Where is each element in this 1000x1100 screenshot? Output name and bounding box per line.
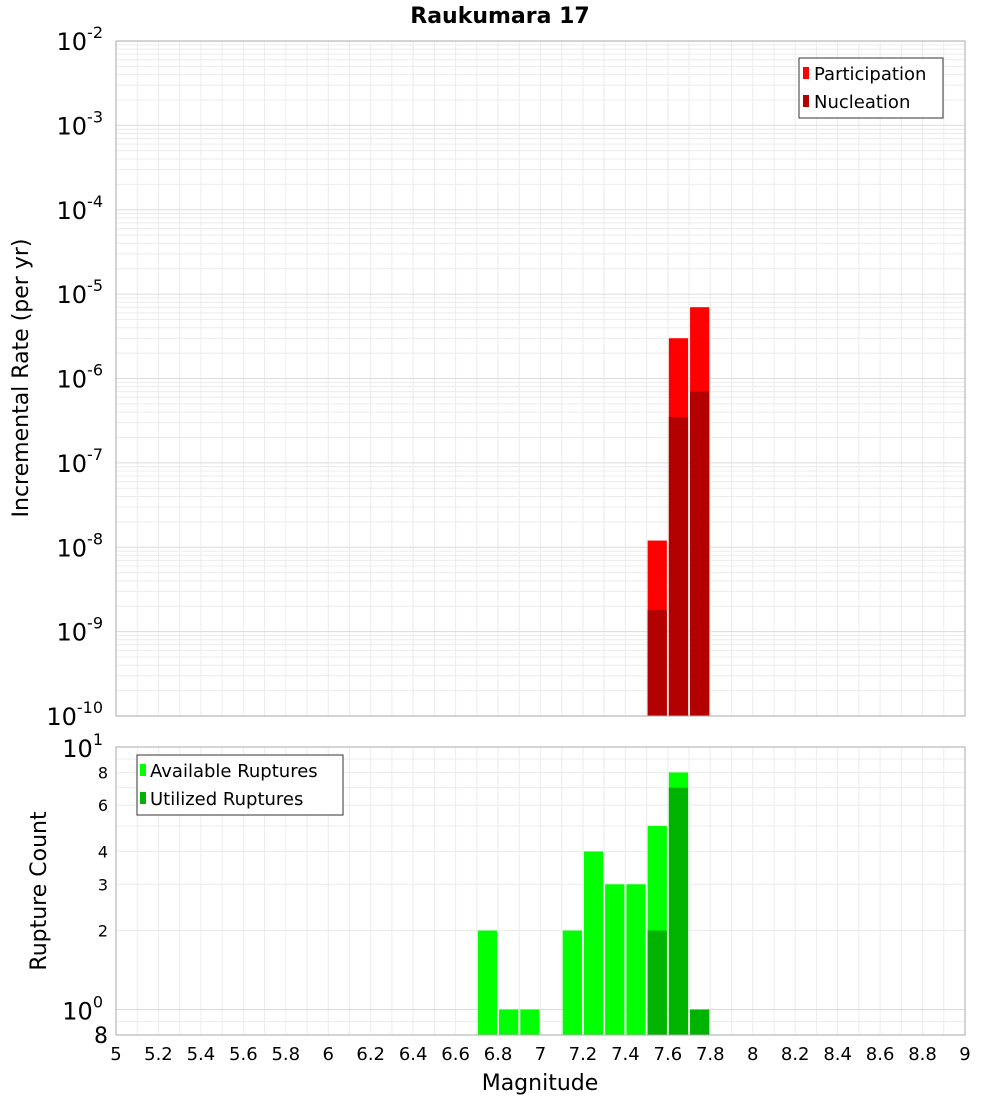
legend-utilized-label: Utilized Ruptures	[150, 789, 303, 810]
rate-y-tick-label: 10-3	[57, 107, 104, 140]
magnitude-x-tick-label: 6.6	[441, 1044, 470, 1065]
magnitude-x-tick-label: 9	[959, 1044, 970, 1065]
rate-legend: Participation Nucleation	[798, 57, 944, 119]
legend-available-label: Available Ruptures	[150, 761, 318, 782]
magnitude-x-axis-label: Magnitude	[482, 1071, 599, 1096]
rate-y-tick-label: 10-2	[57, 23, 104, 56]
count-bars	[477, 772, 710, 1035]
rate-y-ticks: 10-2 10-3 10-4 10-5 10-6 10-7 10-8 10-9 10-10	[46, 23, 103, 731]
magnitude-x-tick-label: 6.4	[399, 1044, 428, 1065]
available-ruptures-bar	[499, 1009, 519, 1035]
rate-y-tick-label: 10-10	[46, 698, 103, 731]
count-y-bottom-label: 8	[94, 1024, 108, 1049]
rate-y-axis-label: Incremental Rate (per yr)	[9, 239, 34, 518]
nucleation-bar	[690, 391, 710, 716]
magnitude-x-tick-label: 5.2	[144, 1044, 173, 1065]
rate-y-tick-label: 10-4	[57, 192, 104, 225]
magnitude-x-tick-label: 8.8	[908, 1044, 937, 1065]
magnitude-x-tick-label: 7	[535, 1044, 546, 1065]
magnitude-x-tick-label: 8	[747, 1044, 758, 1065]
rate-y-tick-label: 10-6	[57, 361, 104, 394]
magnitude-x-tick-label: 7.6	[654, 1044, 683, 1065]
magnitude-x-tick-label: 5.4	[187, 1044, 216, 1065]
available-ruptures-bar	[626, 884, 646, 1035]
available-ruptures-bar	[477, 930, 498, 1035]
magnitude-x-tick-label: 5	[110, 1044, 121, 1065]
rate-y-tick-label: 10-9	[57, 614, 104, 647]
count-y-decade-label: 100	[62, 993, 103, 1026]
legend-utilized-swatch	[140, 792, 146, 804]
rate-y-tick-label: 10-5	[57, 276, 104, 309]
available-ruptures-bar	[520, 1009, 540, 1035]
count-y-tick-label: 6	[98, 796, 108, 815]
magnitude-x-tick-label: 8.2	[781, 1044, 810, 1065]
count-y-tick-label: 4	[98, 842, 108, 861]
nucleation-bar	[668, 416, 689, 716]
rate-y-tick-label: 10-8	[57, 529, 104, 562]
count-legend-box	[136, 754, 344, 816]
count-plot-frame	[115, 746, 966, 1036]
magnitude-x-tick-label: 7.8	[696, 1044, 725, 1065]
rate-gridlines	[115, 41, 966, 717]
rate-plot-frame	[115, 40, 966, 717]
available-ruptures-bar	[583, 851, 604, 1035]
magnitude-x-tick-label: 5.8	[271, 1044, 300, 1065]
utilized-ruptures-bar	[668, 787, 689, 1035]
count-y-tick-label: 3	[98, 875, 108, 894]
magnitude-x-tick-label: 6	[323, 1044, 334, 1065]
legend-available-swatch	[140, 764, 146, 776]
magnitude-x-tick-label: 6.2	[356, 1044, 385, 1065]
magnitude-x-tick-label: 8.6	[866, 1044, 895, 1065]
magnitude-x-ticks: 5 5.2 5.4 5.6 5.8 6 6.2 6.4 6.6 6.8 7 7.2 7.4 7.6 7.8 8…	[110, 1044, 970, 1065]
count-y-decade-label: 101	[62, 730, 103, 763]
magnitude-x-tick-label: 5.6	[229, 1044, 258, 1065]
legend-nucleation-label: Nucleation	[814, 92, 910, 113]
magnitude-x-tick-label: 8.4	[823, 1044, 852, 1065]
rate-y-tick-label: 10-7	[57, 445, 104, 478]
magnitude-x-tick-label: 7.4	[611, 1044, 640, 1065]
count-legend: Available Ruptures Utilized Ruptures	[136, 754, 344, 816]
legend-participation-swatch	[803, 67, 809, 79]
legend-participation-label: Participation	[814, 64, 926, 85]
rate-legend-box	[798, 57, 944, 119]
count-y-axis-label: Rupture Count	[27, 811, 52, 971]
rate-panel: 10-2 10-3 10-4 10-5 10-6 10-7 10-8 10-9 10-10 In…	[9, 23, 966, 731]
utilized-ruptures-bar	[690, 1009, 710, 1035]
available-ruptures-bar	[562, 930, 582, 1035]
count-y-tick-label: 2	[98, 922, 108, 941]
magnitude-x-tick-label: 7.2	[569, 1044, 598, 1065]
magnitude-x-tick-label: 6.8	[484, 1044, 513, 1065]
available-ruptures-bar	[605, 884, 625, 1035]
utilized-ruptures-bar	[647, 930, 667, 1035]
legend-nucleation-swatch	[803, 95, 809, 107]
count-y-tick-label: 8	[98, 763, 108, 782]
nucleation-bar	[647, 610, 667, 716]
chart-title: Raukumara 17	[410, 4, 589, 29]
rate-bars	[647, 307, 710, 716]
